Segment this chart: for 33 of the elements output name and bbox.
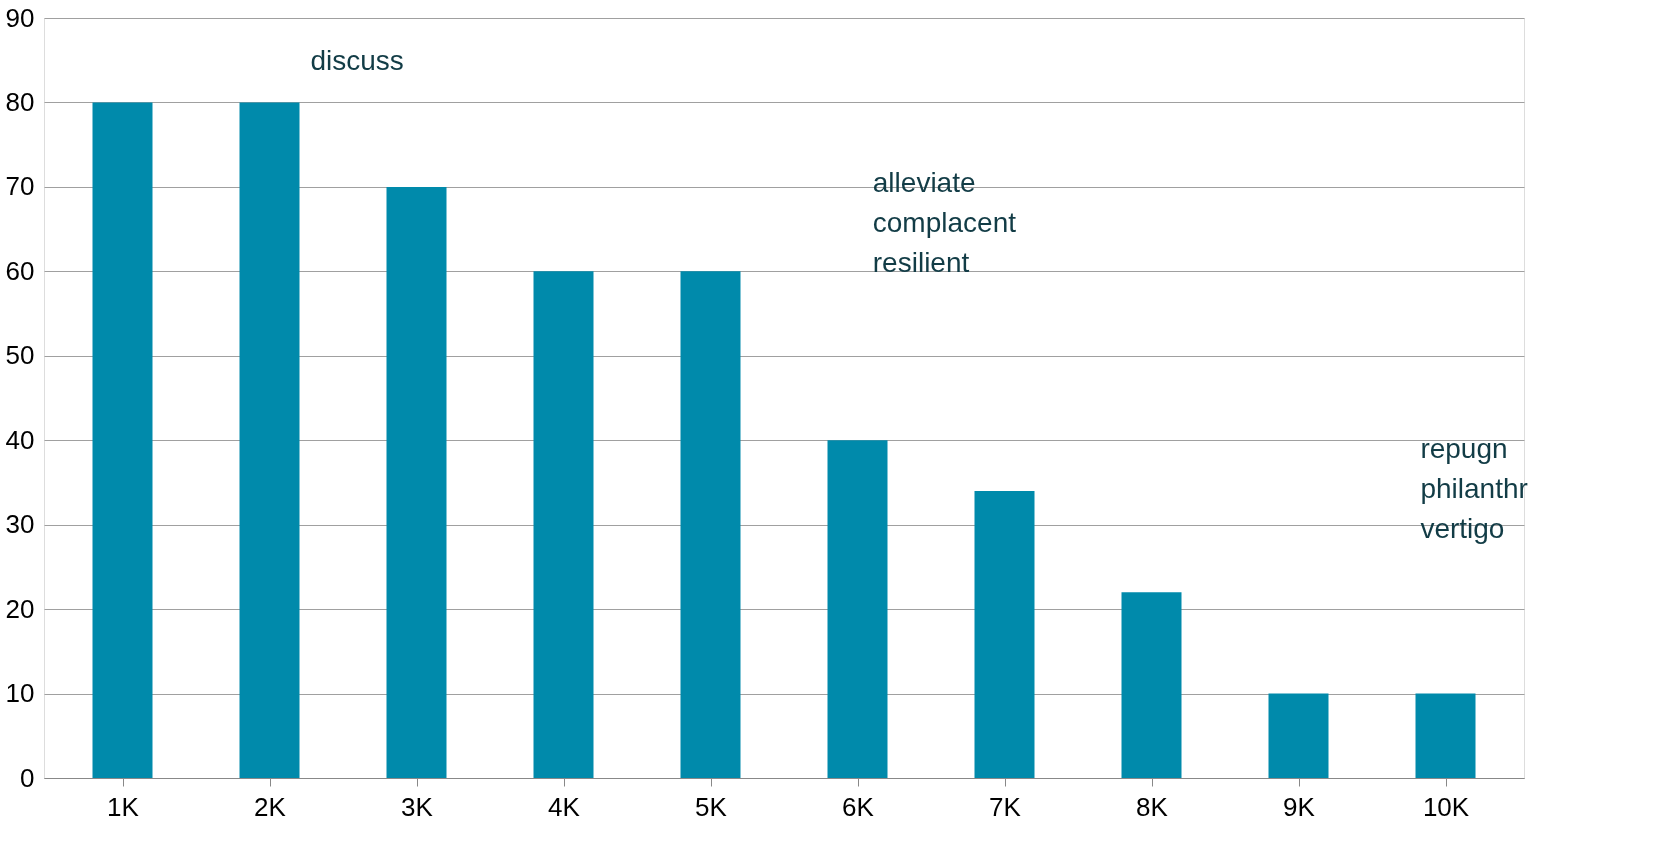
x-tick-label: 1K <box>107 791 140 822</box>
bar <box>239 102 300 778</box>
y-tick-label: 90 <box>5 2 35 33</box>
y-tick-label: 60 <box>5 255 35 286</box>
x-tick-label: 5K <box>695 791 728 822</box>
bar <box>827 440 888 778</box>
y-tick-label: 0 <box>20 762 35 793</box>
x-tick-label: 8K <box>1136 791 1169 822</box>
bar <box>533 271 594 778</box>
bar <box>1415 693 1476 778</box>
x-tick-label: 9K <box>1283 791 1316 822</box>
x-tick-label: 3K <box>401 791 434 822</box>
bar <box>1268 693 1329 778</box>
bar <box>680 271 741 778</box>
annotation: discuss <box>310 45 404 77</box>
bar <box>386 186 447 778</box>
annotation: repugn philanthr vertigo <box>1420 433 1528 544</box>
x-tick-label: 10K <box>1422 791 1470 822</box>
y-tick-label: 80 <box>5 86 35 117</box>
x-tick-label: 4K <box>548 791 581 822</box>
annotation: alleviate complacent resilient <box>872 167 1017 278</box>
y-tick-label: 70 <box>5 171 35 202</box>
x-tick-label: 6K <box>842 791 875 822</box>
y-tick-label: 40 <box>5 424 35 455</box>
bar <box>974 490 1035 778</box>
bar <box>1121 592 1182 778</box>
bar <box>92 102 153 778</box>
x-tick-label: 7K <box>989 791 1022 822</box>
y-tick-label: 30 <box>5 509 35 540</box>
x-tick-label: 2K <box>254 791 287 822</box>
y-tick-label: 50 <box>5 340 35 371</box>
y-tick-label: 20 <box>5 593 35 624</box>
y-tick-label: 10 <box>5 678 35 709</box>
